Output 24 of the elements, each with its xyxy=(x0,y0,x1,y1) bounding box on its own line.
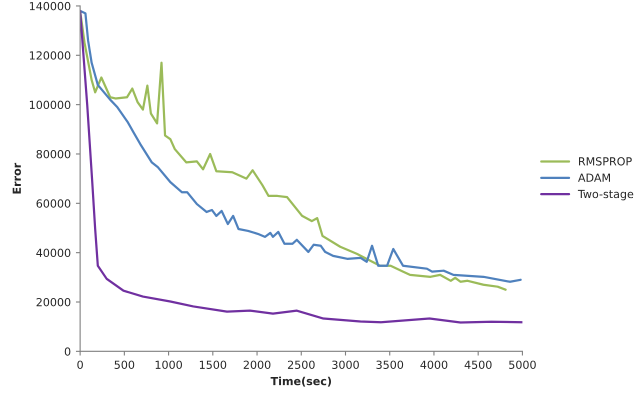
y-tick-label: 120000 xyxy=(30,51,70,60)
x-tick-label: 2500 xyxy=(288,360,315,369)
y-axis-title: Error xyxy=(12,162,21,194)
x-tick-label: 0 xyxy=(77,360,83,369)
legend-label: ADAM xyxy=(578,174,610,182)
legend-label: RMSPROP xyxy=(579,157,632,166)
x-tick-label: 4000 xyxy=(420,360,448,369)
x-tick-label: 1000 xyxy=(156,360,182,369)
y-tick-label: 100000 xyxy=(30,100,70,110)
y-tick-label: 140000 xyxy=(30,2,70,10)
x-tick-label: 2000 xyxy=(244,360,270,369)
y-tick-label: 0 xyxy=(64,347,70,356)
x-tick-label: 5000 xyxy=(509,360,536,369)
y-tick-label: 20000 xyxy=(36,298,70,306)
x-tick-label: 3500 xyxy=(376,360,404,369)
x-tick-label: 500 xyxy=(114,360,134,369)
y-tick-label: 40000 xyxy=(36,248,70,258)
y-tick-label: 60000 xyxy=(36,199,70,208)
x-tick-label: 1500 xyxy=(200,360,226,369)
x-tick-label: 3000 xyxy=(332,360,359,369)
y-tick-label: 80000 xyxy=(36,150,70,158)
x-tick-label: 4500 xyxy=(464,360,492,369)
x-axis-title: Time(sec) xyxy=(270,376,332,387)
legend-label: Two-stage xyxy=(578,190,634,200)
